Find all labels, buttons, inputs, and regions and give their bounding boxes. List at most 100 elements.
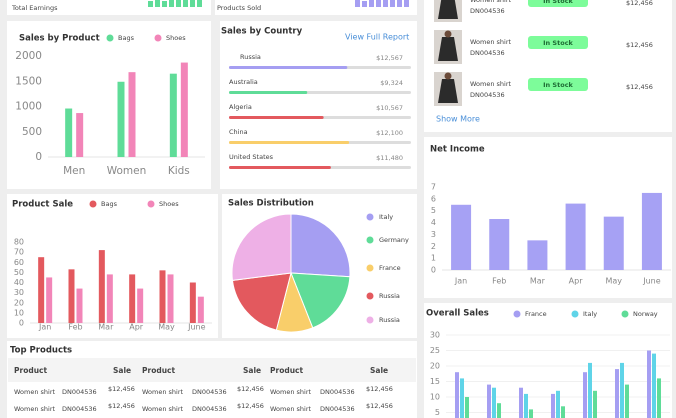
amount: $12,100 xyxy=(376,129,403,137)
product-list-panel xyxy=(424,0,672,132)
legend-dot xyxy=(366,236,374,244)
product-image-shirt xyxy=(438,79,458,103)
y-tick-label: 0 xyxy=(19,319,24,328)
cell: $12,456 xyxy=(237,385,264,393)
y-tick-label: 6 xyxy=(431,194,436,203)
y-tick-label: 1500 xyxy=(15,75,42,87)
legend-label: Italy xyxy=(379,213,393,221)
amount: $10,567 xyxy=(376,104,403,112)
bar xyxy=(565,203,586,270)
progress-bar xyxy=(229,141,350,144)
legend-label: Bags xyxy=(101,200,118,208)
product-image-shirt xyxy=(438,37,458,61)
bar xyxy=(527,240,548,270)
x-tick-label: Mar xyxy=(530,277,546,286)
product-code: DN004536 xyxy=(470,49,505,57)
cell: DN004536 xyxy=(192,405,227,413)
legend-dot xyxy=(154,34,162,42)
bar xyxy=(197,296,204,323)
x-tick-label: June xyxy=(642,277,661,286)
cell: DN004536 xyxy=(62,388,97,396)
cell: $12,456 xyxy=(108,402,135,410)
x-tick-label: Mar xyxy=(98,323,114,332)
bar xyxy=(98,250,105,323)
label: Products Sold xyxy=(217,4,261,12)
column-header: Sale xyxy=(243,366,261,375)
legend-dot xyxy=(366,264,374,272)
column-header: Sale xyxy=(370,366,388,375)
bar xyxy=(180,62,188,157)
column-header: Product xyxy=(270,366,304,375)
spark-bar xyxy=(404,0,409,7)
bar xyxy=(128,72,136,157)
progress-bar xyxy=(229,66,348,69)
title: Top Products xyxy=(10,346,72,356)
product-image-shirt xyxy=(438,0,458,19)
spark-bar xyxy=(169,0,174,7)
bar xyxy=(561,406,565,418)
y-tick-label: 60 xyxy=(14,258,24,267)
bar xyxy=(465,397,469,418)
y-tick-label: 70 xyxy=(14,248,24,257)
y-tick-label: 1000 xyxy=(15,101,42,113)
product-code: DN004536 xyxy=(470,91,505,99)
y-tick-label: 2000 xyxy=(15,50,42,62)
x-tick-label: June xyxy=(187,323,206,332)
x-tick-label: Apr xyxy=(129,323,144,332)
cell: Women shirt xyxy=(14,405,56,413)
spark-bar xyxy=(197,0,202,7)
spark-bar xyxy=(183,0,188,7)
bar xyxy=(489,219,510,270)
legend-dot xyxy=(571,310,579,318)
y-tick-label: 15 xyxy=(430,377,440,386)
bar xyxy=(460,378,464,418)
legend-label: Shoes xyxy=(166,34,186,42)
title: Sales by Country xyxy=(221,27,303,37)
x-tick-label: Apr xyxy=(569,277,584,286)
y-tick-label: 500 xyxy=(22,126,42,138)
price: $12,456 xyxy=(626,0,653,7)
y-tick-label: 0 xyxy=(35,151,42,163)
y-tick-label: 5 xyxy=(435,408,440,417)
product-name: Women shirt xyxy=(470,80,512,88)
spark-bar xyxy=(390,0,395,7)
bar xyxy=(625,384,629,418)
cell: $12,456 xyxy=(366,402,393,410)
bar xyxy=(455,372,459,418)
spark-bar xyxy=(397,0,402,7)
label: Total Earnings xyxy=(11,4,58,12)
bar xyxy=(647,350,651,418)
bar xyxy=(65,108,73,157)
cell: DN004536 xyxy=(62,405,97,413)
column-header: Product xyxy=(142,366,176,375)
spark-bar xyxy=(355,0,360,7)
show-more[interactable]: Show More xyxy=(436,115,480,124)
y-tick-label: 0 xyxy=(431,266,436,275)
amount: $12,567 xyxy=(376,54,403,62)
x-tick-label: Kids xyxy=(168,165,190,177)
status-badge xyxy=(528,36,588,49)
cell: Women shirt xyxy=(14,388,56,396)
column-header: Product xyxy=(14,366,48,375)
spark-bar xyxy=(362,1,367,7)
legend-label: Bags xyxy=(118,34,135,42)
bar xyxy=(137,288,144,323)
country: China xyxy=(229,128,248,136)
y-tick-label: 50 xyxy=(14,268,24,277)
bar xyxy=(593,390,597,418)
bar xyxy=(129,274,136,323)
product-name: Women shirt xyxy=(470,0,512,4)
bar xyxy=(529,409,533,418)
title: Net Income xyxy=(430,145,485,155)
cell: DN004536 xyxy=(320,388,355,396)
cell: DN004536 xyxy=(192,388,227,396)
legend-label: France xyxy=(525,310,547,318)
link[interactable]: View Full Report xyxy=(345,33,409,42)
bar xyxy=(189,282,196,323)
legend-dot xyxy=(106,34,114,42)
title: Sales Distribution xyxy=(228,199,314,209)
table-header-bg xyxy=(8,358,416,382)
y-tick-label: 2 xyxy=(431,242,436,251)
spark-bar xyxy=(383,0,388,7)
status-badge xyxy=(528,0,588,7)
